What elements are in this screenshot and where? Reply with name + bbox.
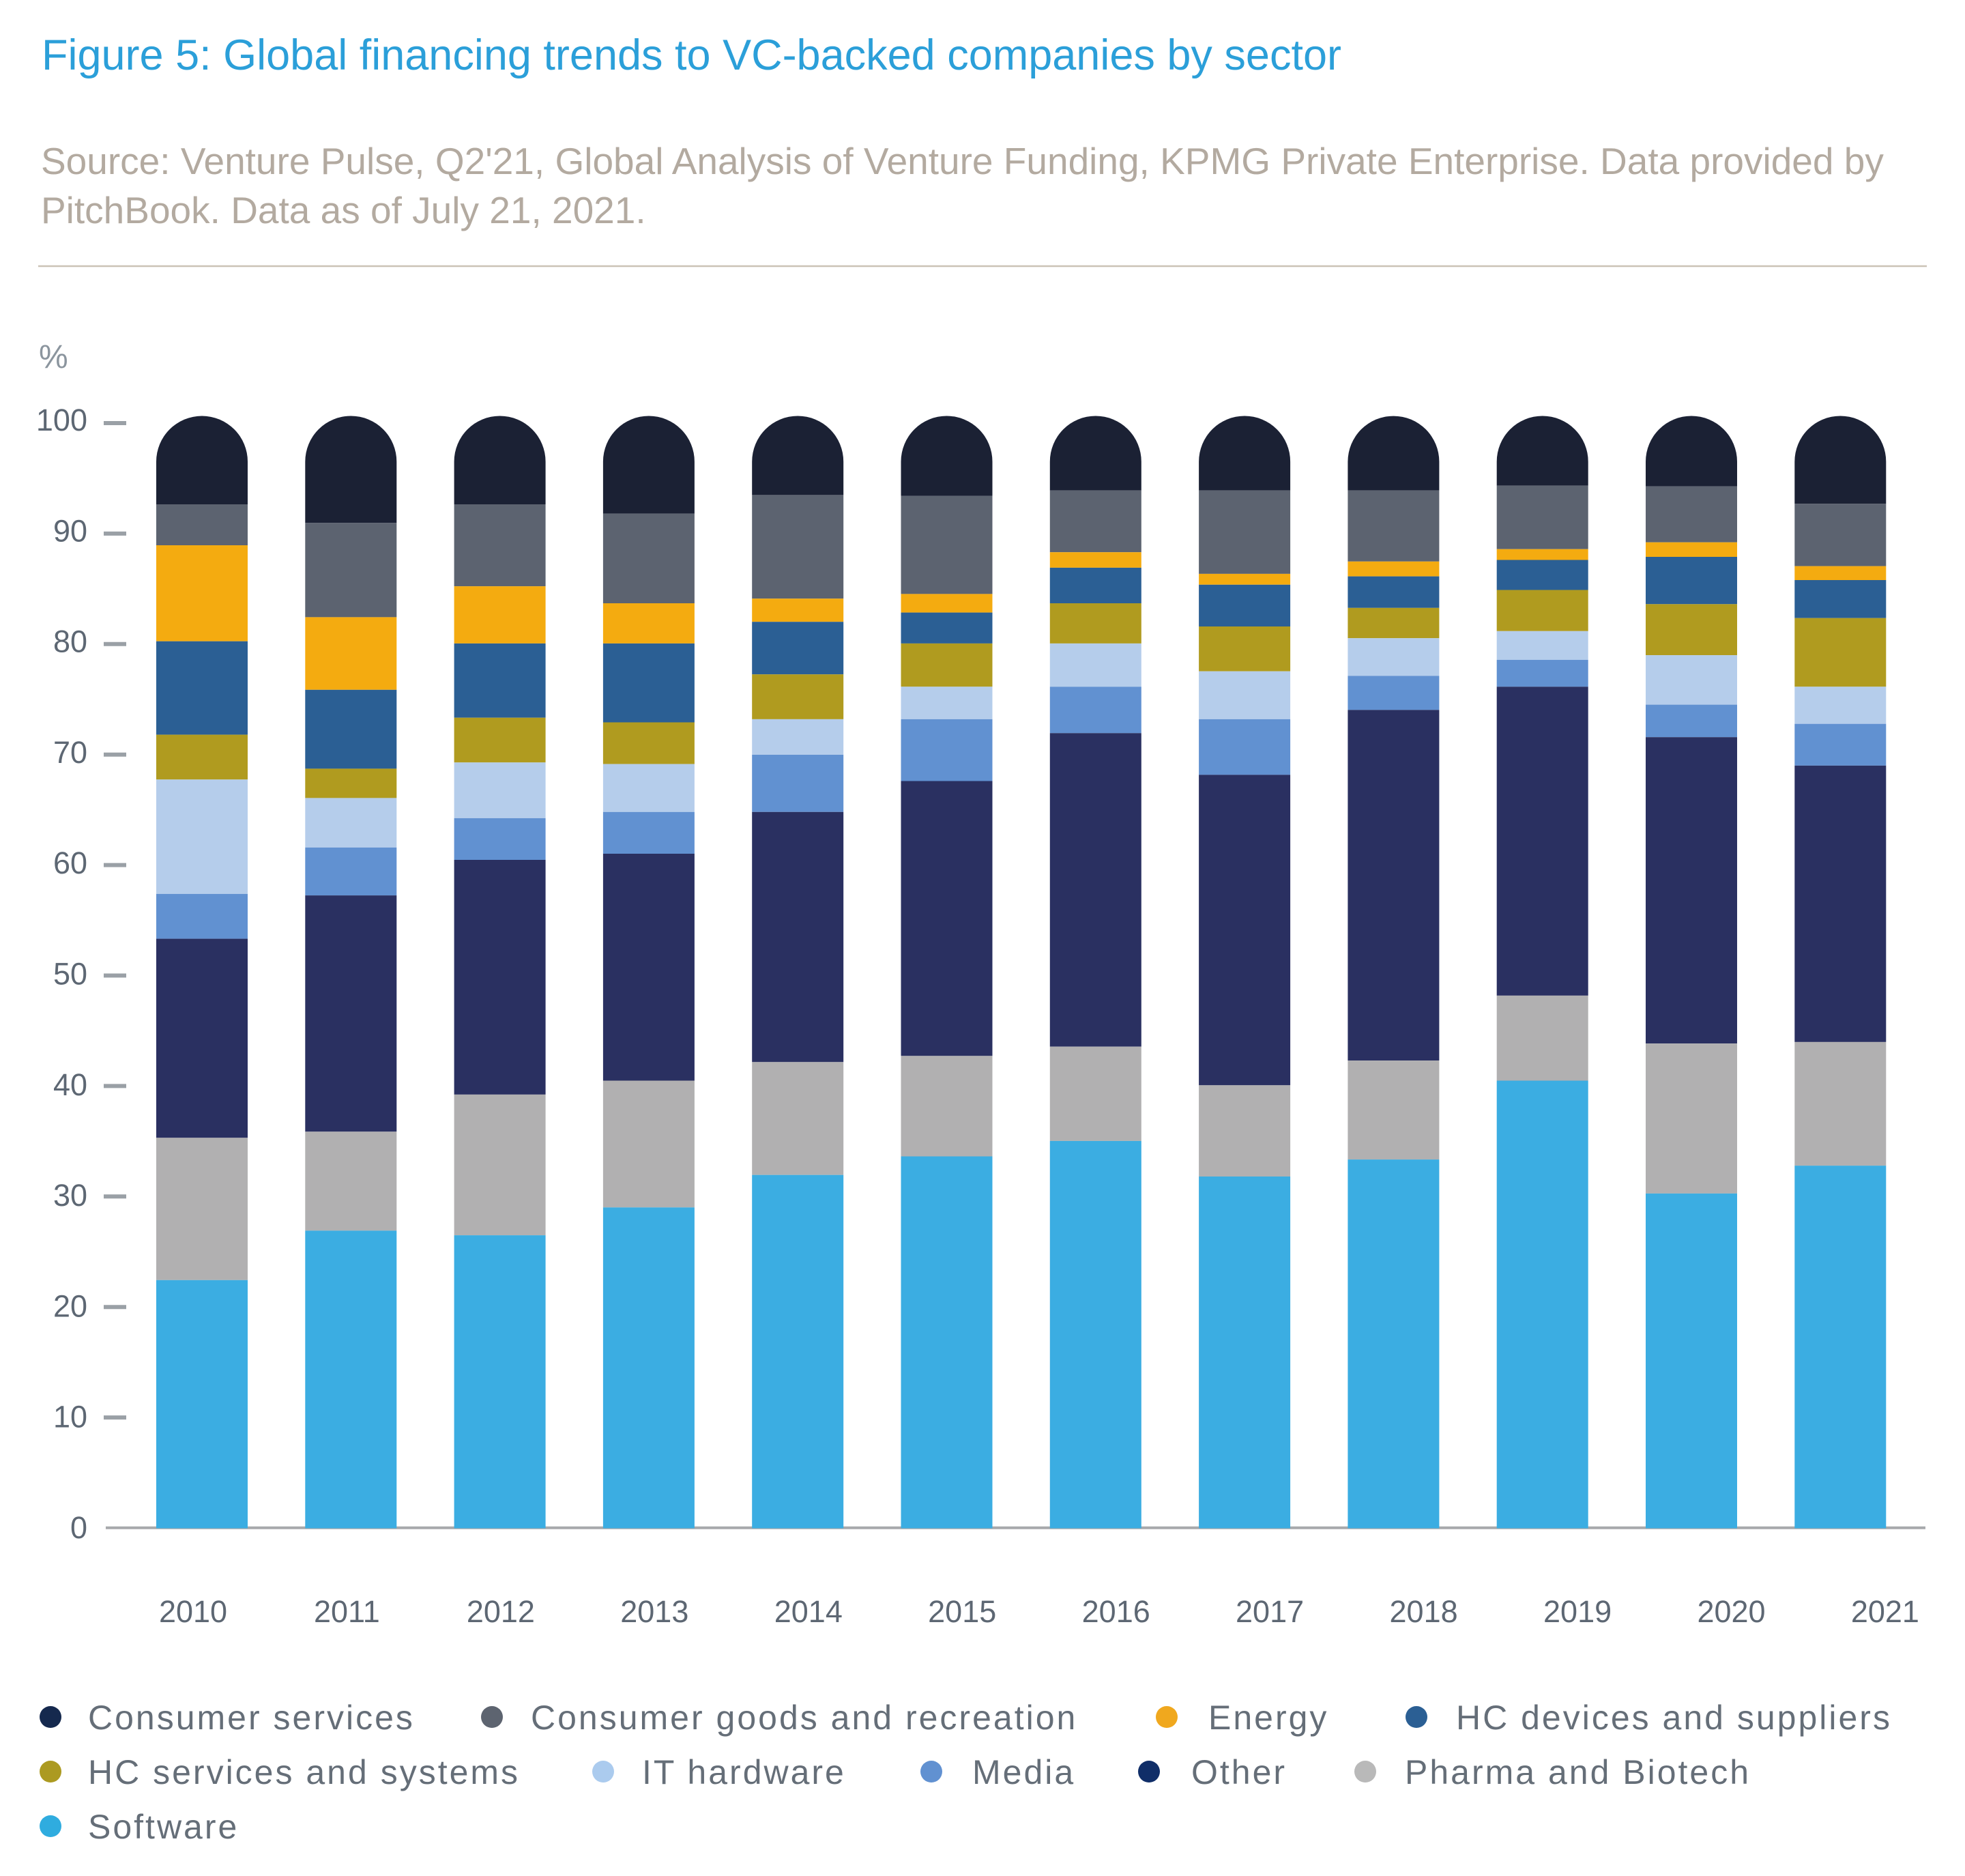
svg-text:2021: 2021 — [1851, 1594, 1919, 1629]
svg-text:20: 20 — [53, 1288, 87, 1323]
svg-text:Software: Software — [88, 1808, 239, 1846]
svg-text:2011: 2011 — [314, 1594, 380, 1629]
svg-text:2013: 2013 — [620, 1594, 688, 1629]
svg-text:70: 70 — [53, 735, 87, 770]
svg-text:80: 80 — [53, 624, 87, 659]
svg-text:Figure 5: Global financing tre: Figure 5: Global financing trends to VC-… — [42, 31, 1341, 79]
svg-text:Pharma and Biotech: Pharma and Biotech — [1405, 1753, 1751, 1791]
svg-text:0: 0 — [70, 1510, 87, 1545]
svg-text:10: 10 — [53, 1400, 87, 1434]
svg-text:100: 100 — [36, 403, 87, 437]
svg-text:Consumer services: Consumer services — [88, 1699, 415, 1737]
svg-text:30: 30 — [53, 1178, 87, 1213]
svg-text:Source: Venture Pulse, Q2'21,: Source: Venture Pulse, Q2'21, Global Ana… — [41, 140, 1884, 182]
svg-text:2019: 2019 — [1543, 1594, 1612, 1629]
svg-text:Consumer goods and recreation: Consumer goods and recreation — [531, 1699, 1077, 1737]
svg-text:90: 90 — [53, 513, 87, 548]
svg-text:60: 60 — [53, 846, 87, 880]
svg-text:Energy: Energy — [1208, 1699, 1328, 1737]
svg-text:2020: 2020 — [1697, 1594, 1765, 1629]
svg-text:2016: 2016 — [1082, 1594, 1150, 1629]
svg-text:50: 50 — [53, 957, 87, 992]
svg-text:HC services and systems: HC services and systems — [88, 1753, 520, 1791]
svg-text:40: 40 — [53, 1067, 87, 1102]
svg-text:2015: 2015 — [928, 1594, 996, 1629]
svg-text:Media: Media — [972, 1753, 1075, 1791]
svg-text:2010: 2010 — [159, 1594, 227, 1629]
svg-text:2017: 2017 — [1236, 1594, 1304, 1629]
svg-text:Other: Other — [1191, 1753, 1287, 1791]
svg-text:2012: 2012 — [467, 1594, 535, 1629]
svg-text:%: % — [39, 339, 68, 375]
svg-text:PitchBook. Data as of July 21,: PitchBook. Data as of July 21, 2021. — [41, 189, 646, 231]
svg-text:HC devices and suppliers: HC devices and suppliers — [1456, 1699, 1892, 1737]
svg-text:2014: 2014 — [774, 1594, 843, 1629]
svg-text:2018: 2018 — [1390, 1594, 1458, 1629]
svg-text:IT hardware: IT hardware — [642, 1753, 846, 1791]
